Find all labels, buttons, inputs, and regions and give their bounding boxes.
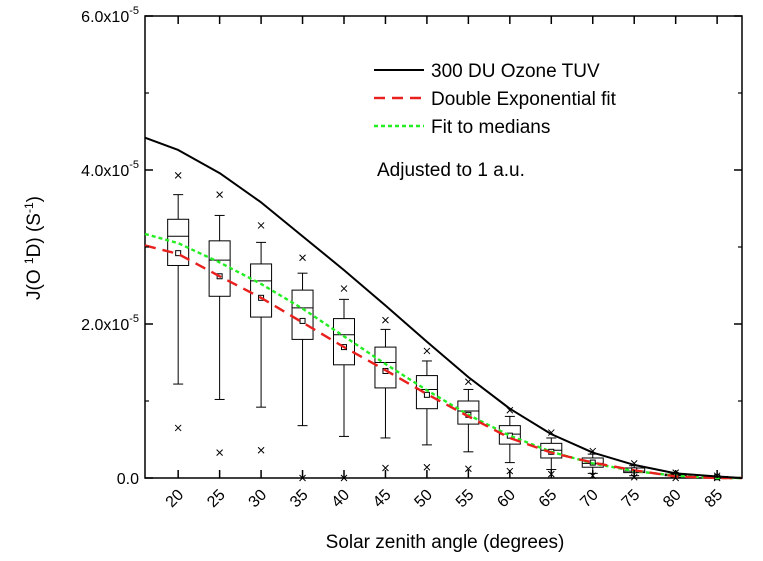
box-20 [167,172,190,432]
legend-label: Double Exponential fit [431,89,617,110]
box-35 [291,254,314,482]
box-iqr [333,318,355,366]
legend-label: Fit to medians [431,117,550,138]
box-iqr [291,289,314,340]
legend-entry: Fit to medians [374,117,550,138]
box-max-marker [382,316,389,324]
box-max-marker [174,172,182,179]
box-55 [457,378,480,473]
box-50 [415,347,438,471]
x-tick-label: 55 [453,486,478,511]
x-tick-label: 65 [536,486,561,511]
box-max-marker [216,191,223,198]
box-max-marker [423,347,431,355]
legend-label: 300 DU Ozone TUV [431,61,600,82]
series-line-double-exponential-fit [144,244,742,480]
x-tick-label: 75 [619,486,644,511]
x-tick-label: 45 [370,486,395,511]
box-30 [250,222,273,454]
x-tick-label: 85 [702,486,727,511]
annotation-adjusted: Adjusted to 1 a.u. [377,160,525,181]
plot-frame [144,15,743,479]
x-tick-label: 35 [287,486,312,511]
box-iqr [250,263,273,318]
y-tick-label: 0.0 [117,471,139,488]
box-min-marker [174,424,182,432]
y-axis-label: J(O 1D) (S-1) [22,196,45,300]
box-min-marker [465,465,472,473]
x-tick-label: 30 [246,486,271,511]
x-tick-label: 20 [163,486,188,511]
box-min-marker [216,449,223,456]
boxes-layer [167,172,729,482]
x-tick-label: 60 [494,486,519,511]
plot-frame-group [144,15,743,479]
x-axis-label: Solar zenith angle (degrees) [326,532,565,553]
x-tick-label: 25 [204,486,229,511]
y-tick-label: 6.0x10-5 [81,5,139,26]
box-45 [374,316,397,472]
box-iqr [167,218,190,266]
box-mean [423,391,430,398]
lines-layer [144,136,743,480]
y-tick-label: 4.0x10-5 [81,159,139,180]
box-iqr [208,240,231,297]
box-max-marker [257,222,265,229]
x-tick-label: 70 [577,486,602,511]
box-mean [299,317,306,324]
box-40 [333,285,355,482]
x-tick-label: 50 [411,486,436,511]
box-mean [175,250,182,257]
y-tick-label: 2.0x10-5 [81,313,139,334]
box-min-marker [382,464,389,472]
box-iqr [374,346,397,389]
box-min-marker [423,463,431,471]
legend-entry: Double Exponential fit [374,89,617,110]
series-line-300-du-ozone-tuv [144,136,743,479]
legend-entry: 300 DU Ozone TUV [374,61,600,82]
box-25 [208,191,231,456]
box-min-marker [257,446,265,454]
x-tick-label: 40 [329,486,354,511]
legend: 300 DU Ozone TUV Double Exponential fit Fi… [374,61,617,138]
box-max-marker [299,254,306,262]
box-max-marker [340,285,348,292]
x-tick-label: 80 [660,486,685,511]
